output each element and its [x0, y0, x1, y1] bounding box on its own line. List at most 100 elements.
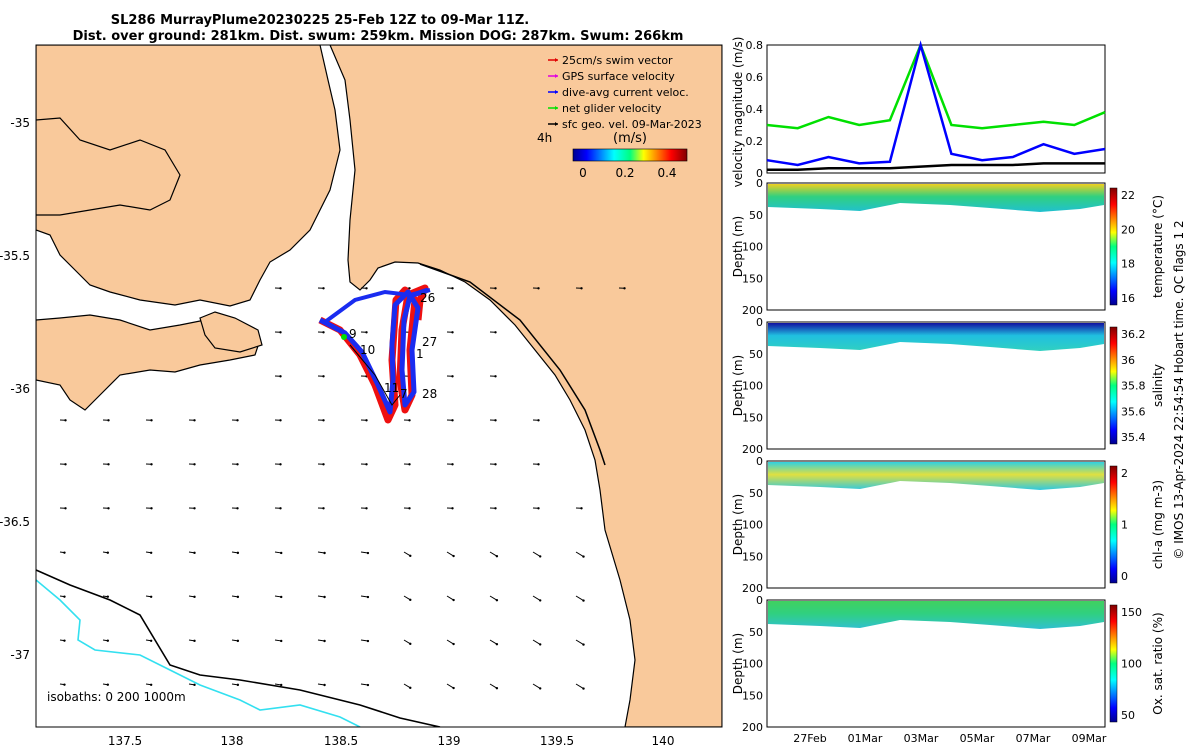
- legend-label: 25cm/s swim vector: [562, 54, 673, 67]
- geo-vector-head: [279, 463, 282, 466]
- day-label: 1: [416, 347, 424, 361]
- depth-tick: 100: [742, 380, 763, 393]
- geo-vector-head: [193, 419, 196, 422]
- section-data: [768, 601, 1104, 629]
- section-ylabel: Depth (m): [731, 494, 745, 555]
- colorbar-tick: 16: [1121, 292, 1135, 305]
- section-data: [768, 184, 1104, 212]
- depth-tick: 0: [756, 594, 763, 607]
- colorbar-tick: 36.2: [1121, 328, 1146, 341]
- geo-vector-head: [452, 686, 455, 690]
- geo-vector-head: [150, 463, 153, 466]
- geo-vector-head: [280, 639, 283, 643]
- legend-arrow: [555, 122, 558, 126]
- geo-vector-head: [279, 375, 282, 378]
- geo-vector: [446, 551, 454, 557]
- geo-vector-head: [323, 551, 326, 555]
- speed-colorbar: [572, 148, 688, 162]
- geo-vector-head: [193, 551, 196, 555]
- map-y-tick: -37: [10, 648, 30, 662]
- section-data: [768, 323, 1104, 351]
- geo-vector-head: [495, 555, 499, 558]
- glider-point: [341, 334, 347, 340]
- section-colorbar: [1109, 326, 1118, 445]
- title-line2: Dist. over ground: 281km. Dist. swum: 25…: [73, 29, 684, 44]
- geo-vector-head: [280, 683, 283, 687]
- map-x-tick: 138.5: [324, 734, 358, 748]
- map-y-tick: -35.5: [0, 249, 30, 263]
- geo-vector-head: [365, 331, 368, 334]
- geo-vector-head: [538, 555, 542, 558]
- geo-vector-head: [150, 419, 153, 422]
- depth-tick: 150: [742, 689, 763, 702]
- geo-vector-head: [452, 554, 455, 558]
- colorbar-tick: 35.4: [1121, 431, 1146, 444]
- geo-vector-head: [280, 551, 283, 555]
- day-label: 11: [384, 381, 399, 395]
- geo-vector: [575, 551, 584, 558]
- geo-vector-head: [408, 287, 411, 290]
- geo-vector: [532, 551, 541, 557]
- depth-tick: 200: [742, 582, 763, 595]
- geo-vector: [575, 639, 584, 646]
- geo-vector-head: [193, 463, 196, 466]
- section-colorbar-label: salinity: [1151, 364, 1165, 407]
- depth-tick: 50: [749, 626, 763, 639]
- geo-vector-head: [538, 599, 542, 602]
- day-label: 9: [349, 327, 357, 341]
- vel-y-tick: 0.8: [746, 39, 764, 52]
- date-tick: 05Mar: [960, 732, 995, 745]
- land-east: [329, 45, 722, 727]
- depth-tick: 150: [742, 550, 763, 563]
- colorbar-tick: 1: [1121, 519, 1128, 532]
- geo-vector-head: [323, 639, 326, 643]
- section-panel: 0 50 100 150 200 Depth (m) 16 18 20 22 temperature…: [731, 177, 1165, 317]
- geo-vector-head: [193, 639, 196, 643]
- day-label: 7: [400, 387, 408, 401]
- map-x-tick: 139.5: [540, 734, 574, 748]
- geo-vector-head: [494, 463, 497, 466]
- geo-vector-head: [451, 331, 454, 334]
- depth-tick: 50: [749, 487, 763, 500]
- geo-vector-head: [107, 419, 110, 422]
- geo-vector-head: [495, 599, 499, 602]
- geo-vector-head: [280, 595, 283, 599]
- geo-vector-head: [279, 419, 282, 422]
- geo-vector-head: [494, 507, 497, 510]
- geo-vector-head: [106, 595, 110, 598]
- geo-vector-head: [582, 687, 585, 690]
- geo-vector-head: [64, 419, 67, 422]
- geo-vector-head: [322, 463, 325, 466]
- geo-vector-head: [494, 375, 497, 378]
- date-tick: 01Mar: [848, 732, 883, 745]
- map-x-tick: 138: [221, 734, 244, 748]
- colorbar-tick: 0.2: [615, 166, 634, 180]
- colorbar-tick: 100: [1121, 658, 1142, 671]
- geo-vector-head: [279, 287, 282, 290]
- geo-vector-head: [236, 463, 239, 466]
- geo-vector-head: [322, 287, 325, 290]
- map-y-tick: -35: [10, 116, 30, 130]
- colorbar-tick: 2: [1121, 467, 1128, 480]
- geo-vector-head: [538, 643, 542, 646]
- map-x-tick: 139: [438, 734, 461, 748]
- isobath-label: isobaths: 0 200 1000m: [47, 690, 186, 704]
- map-y-tick: -36: [10, 382, 30, 396]
- current-track: [318, 287, 429, 415]
- depth-tick: 0: [756, 177, 763, 190]
- velocity-line: [766, 40, 1106, 167]
- map-x-tick: 140: [652, 734, 675, 748]
- geo-vector-head: [409, 598, 412, 602]
- section-ylabel: Depth (m): [731, 355, 745, 416]
- day-label: 27: [422, 335, 437, 349]
- geo-vector-head: [365, 287, 368, 290]
- depth-tick: 200: [742, 721, 763, 734]
- section-panel: 0 50 100 150 200 Depth (m) 0 1 2 chl-a (mg m-3): [731, 455, 1165, 595]
- geo-vector-head: [408, 463, 411, 466]
- geo-vector-head: [107, 463, 110, 466]
- geo-vector-head: [495, 687, 499, 690]
- geo-vector-head: [409, 642, 412, 646]
- geo-vector-head: [106, 683, 110, 686]
- velocity-line: [766, 41, 1106, 130]
